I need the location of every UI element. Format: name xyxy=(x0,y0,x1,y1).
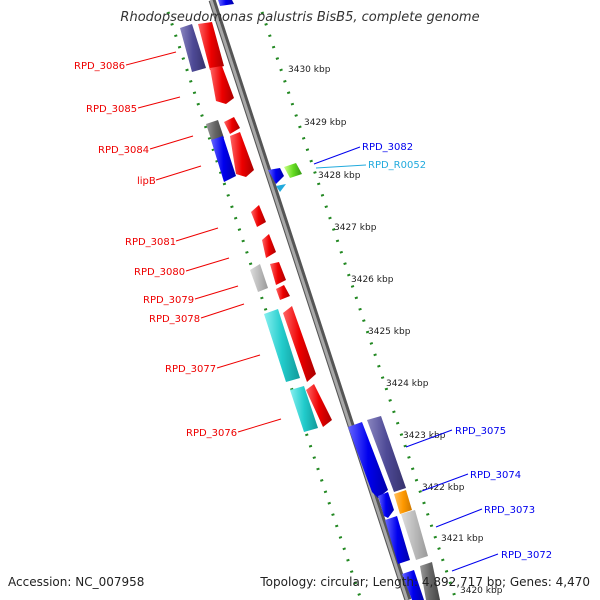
genome-backbone xyxy=(208,0,412,600)
tick-label: 3430 kbp xyxy=(288,65,331,75)
tick-label: 3424 kbp xyxy=(386,379,429,389)
gene-label: RPD_3073 xyxy=(484,505,535,516)
gene-rpd-3077 xyxy=(306,384,332,427)
gene-label-pointer xyxy=(194,285,239,300)
gene-rpd-3086 xyxy=(198,22,224,70)
gene-rpd-3080-a xyxy=(262,234,276,258)
gene-lipb xyxy=(211,136,236,182)
gene-rpd-3085 xyxy=(210,66,234,104)
genome-summary: Topology: circular; Length: 4,892,717 bp… xyxy=(260,575,590,589)
gene-label-pointer xyxy=(137,96,181,109)
gene-rpd-3082 xyxy=(268,168,284,184)
gene-dark-3084 xyxy=(206,120,224,142)
gene-rpd-3084-a xyxy=(224,117,240,134)
tick-labels: 3430 kbp 3429 kbp 3428 kbp 3427 kbp 3426 kbp… xyxy=(288,65,503,596)
gene-label: RPD_3072 xyxy=(501,550,552,561)
gene-label-pointer xyxy=(155,165,202,181)
gene-label-pointer xyxy=(237,418,282,433)
gene-blue-3075 xyxy=(348,422,388,498)
gene-label: RPD_3078 xyxy=(149,314,200,325)
tick-label: 3428 kbp xyxy=(318,171,361,181)
tick-label: 3426 kbp xyxy=(351,275,394,285)
gene-rpd-r0052-green xyxy=(284,163,302,178)
tick-label: 3423 kbp xyxy=(403,431,446,441)
gene-blue-3072 xyxy=(402,570,424,600)
gene-dark-3072 xyxy=(420,562,440,600)
gene-rpd-3081 xyxy=(251,205,266,227)
gene-label-pointer xyxy=(185,257,230,272)
gene-label-pointer xyxy=(149,135,194,150)
tick-label: 3429 kbp xyxy=(304,118,347,128)
accession-label: Accession: NC_007958 xyxy=(8,575,145,589)
gene-label-pointer xyxy=(125,51,177,66)
gene-label: RPD_3084 xyxy=(98,145,149,156)
gene-cyan-3077 xyxy=(264,309,300,382)
forward-strand-genes xyxy=(198,22,332,427)
gene-label: RPD_3077 xyxy=(165,364,216,375)
gene-label: RPD_R0052 xyxy=(368,160,426,171)
gene-label-pointer xyxy=(405,429,453,448)
gene-label: RPD_3086 xyxy=(74,61,125,72)
gene-grey-3073 xyxy=(401,510,428,560)
gene-rpd-3079 xyxy=(276,285,290,300)
gene-label-pointer xyxy=(435,508,483,528)
gene-label-pointer xyxy=(200,303,245,319)
gene-label: RPD_3080 xyxy=(134,267,185,278)
gene-orange-3074 xyxy=(394,490,412,514)
genome-title: Rhodopseudomonas palustris BisB5, comple… xyxy=(120,10,480,25)
gene-label: RPD_3081 xyxy=(125,237,176,248)
gene-label: RPD_3075 xyxy=(455,426,506,437)
gene-label-pointer xyxy=(216,354,261,369)
gene-blue-3074 xyxy=(378,492,394,518)
gene-label-pointer xyxy=(313,146,361,165)
gene-label-pointer xyxy=(451,553,499,572)
left-dotted-boundary xyxy=(166,11,363,600)
gene-label: lipB xyxy=(137,176,156,187)
tick-label: 3427 kbp xyxy=(334,223,377,233)
gene-label-pointer xyxy=(315,164,367,169)
tick-label: 3422 kbp xyxy=(422,483,465,493)
tick-label: 3425 kbp xyxy=(368,327,411,337)
gene-navy-3075 xyxy=(367,416,406,492)
right-dotted-boundary xyxy=(260,11,458,600)
gene-cyan-3076 xyxy=(290,386,318,432)
gene-rpd-3084-b xyxy=(230,132,254,177)
gene-blue-3073 xyxy=(385,516,410,564)
gene-label-pointer xyxy=(175,227,219,242)
gene-label: RPD_3074 xyxy=(470,470,521,481)
gene-label: RPD_3076 xyxy=(186,428,237,439)
gene-label: RPD_3079 xyxy=(143,295,194,306)
gene-rpd-3078 xyxy=(283,306,316,382)
gene-labels: RPD_3086 RPD_3085 RPD_3084 lipB RPD_3081 RPD_… xyxy=(74,51,552,572)
gene-label: RPD_3085 xyxy=(86,104,137,115)
gene-grey-3079 xyxy=(250,264,268,292)
tick-label: 3420 kbp xyxy=(460,586,503,596)
gene-navy-3086 xyxy=(180,24,206,72)
gene-top-blue xyxy=(218,0,234,6)
tick-label: 3421 kbp xyxy=(441,534,484,544)
gene-label: RPD_3082 xyxy=(362,142,413,153)
gene-rpd-r0052 xyxy=(276,184,286,192)
gene-label-pointer xyxy=(421,473,469,492)
reverse-strand-genes xyxy=(180,0,440,600)
gene-rpd-3080-b xyxy=(270,262,286,285)
